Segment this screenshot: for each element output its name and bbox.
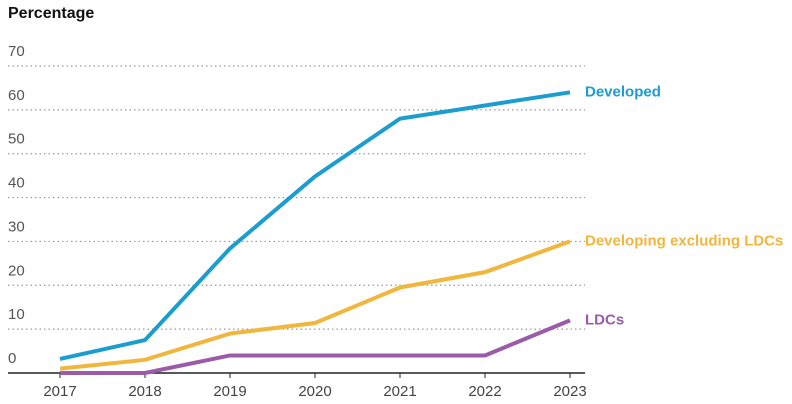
x-tick-label: 2022 (468, 383, 501, 400)
x-tick-label: 2018 (128, 383, 161, 400)
series-line (60, 318, 571, 375)
y-tick-label: 70 (8, 43, 25, 60)
y-tick-label: 10 (8, 306, 25, 323)
x-tick-label: 2020 (298, 383, 331, 400)
y-tick-label: 50 (8, 131, 25, 148)
series-line (59, 239, 571, 371)
series-label: LDCs (585, 311, 624, 328)
x-tick-label: 2019 (213, 383, 246, 400)
series-line (59, 90, 571, 361)
y-tick-label: 40 (8, 175, 25, 192)
y-tick-label: 20 (8, 262, 25, 279)
y-tick-label: 30 (8, 218, 25, 235)
y-axis-title: Percentage (8, 5, 94, 22)
series-label: Developed (585, 83, 661, 100)
x-tick-label: 2017 (43, 383, 76, 400)
y-tick-label: 60 (8, 87, 25, 104)
y-tick-label: 0 (8, 350, 16, 367)
x-tick-label: 2021 (383, 383, 416, 400)
x-tick-label: 2023 (553, 383, 586, 400)
series-label: Developing excluding LDCs (585, 232, 783, 249)
